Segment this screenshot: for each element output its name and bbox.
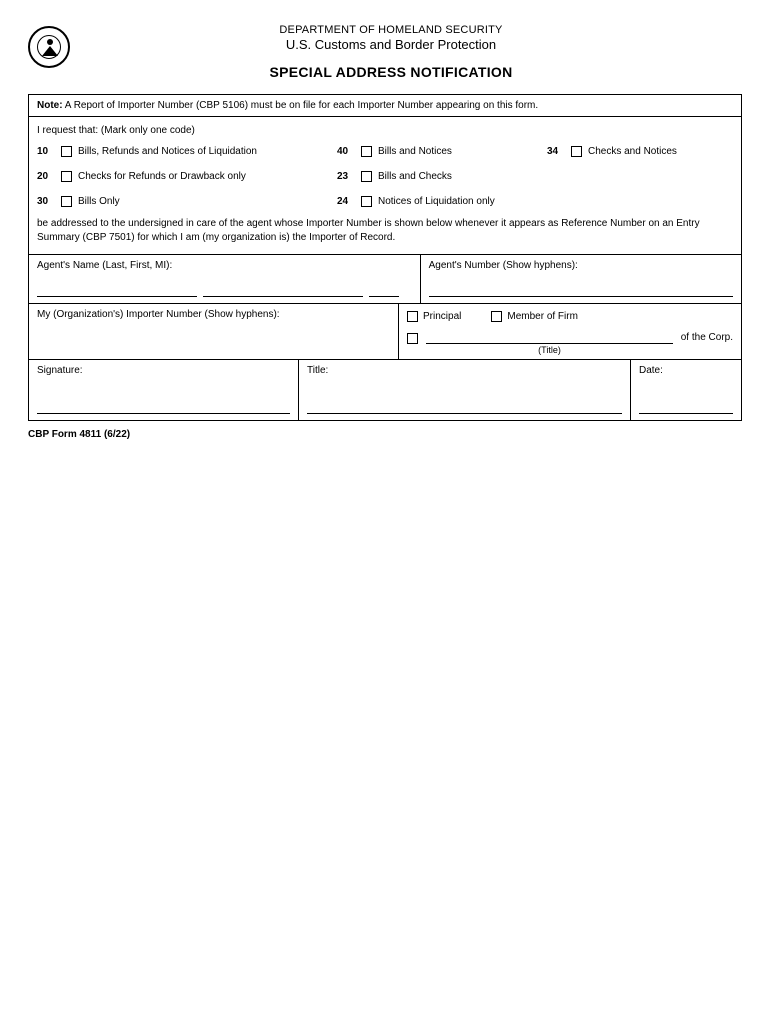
form-footer: CBP Form 4811 (6/22) (28, 429, 742, 440)
note-text: A Report of Importer Number (CBP 5106) m… (65, 100, 538, 111)
agent-name-cell: Agent's Name (Last, First, MI): (29, 255, 421, 303)
org-importer-cell: My (Organization's) Importer Number (Sho… (29, 304, 399, 359)
principal-option: Principal (407, 311, 461, 322)
agent-row: Agent's Name (Last, First, MI): Agent's … (29, 255, 741, 304)
code-20-label: Checks for Refunds or Drawback only (78, 171, 246, 182)
code-23-num: 23 (337, 171, 355, 182)
title-caption: (Title) (426, 345, 673, 355)
signature-cell: Signature: (29, 360, 299, 420)
date-label: Date: (639, 365, 733, 376)
checkbox-40[interactable] (361, 146, 372, 157)
checkbox-member-firm[interactable] (491, 311, 502, 322)
code-40: 40 Bills and Notices (337, 146, 547, 157)
member-firm-option: Member of Firm (491, 311, 578, 322)
agent-name-label: Agent's Name (Last, First, MI): (37, 260, 412, 271)
code-20-num: 20 (37, 171, 55, 182)
date-cell: Date: (631, 360, 741, 420)
code-24-num: 24 (337, 196, 355, 207)
address-text: be addressed to the undersigned in care … (37, 217, 733, 250)
department-name: DEPARTMENT OF HOMELAND SECURITY (82, 24, 700, 36)
checkbox-20[interactable] (61, 171, 72, 182)
org-row: My (Organization's) Importer Number (Sho… (29, 304, 741, 360)
of-corp-label: of the Corp. (681, 332, 733, 344)
member-firm-label: Member of Firm (507, 311, 578, 322)
signature-line[interactable] (37, 402, 290, 414)
date-line[interactable] (639, 402, 733, 414)
corp-title-row: of the Corp. (407, 332, 733, 344)
request-section: I request that: (Mark only one code) 10 … (29, 117, 741, 255)
title-label: Title: (307, 365, 622, 376)
code-40-label: Bills and Notices (378, 146, 452, 157)
agent-number-cell: Agent's Number (Show hyphens): (421, 255, 741, 303)
form-header: DEPARTMENT OF HOMELAND SECURITY U.S. Cus… (28, 24, 742, 80)
agent-number-line[interactable] (429, 285, 733, 297)
code-10: 10 Bills, Refunds and Notices of Liquida… (37, 146, 337, 157)
checkbox-10[interactable] (61, 146, 72, 157)
checkbox-34[interactable] (571, 146, 582, 157)
agent-number-label: Agent's Number (Show hyphens): (429, 260, 733, 271)
code-34: 34 Checks and Notices (547, 146, 747, 157)
agency-name: U.S. Customs and Border Protection (82, 37, 700, 52)
checkbox-principal[interactable] (407, 311, 418, 322)
checkbox-30[interactable] (61, 196, 72, 207)
code-10-num: 10 (37, 146, 55, 157)
agent-name-lines[interactable] (37, 285, 412, 297)
code-24: 24 Notices of Liquidation only (337, 196, 547, 207)
checkbox-corp[interactable] (407, 333, 418, 344)
code-23: 23 Bills and Checks (337, 171, 547, 182)
principal-label: Principal (423, 311, 461, 322)
code-30: 30 Bills Only (37, 196, 337, 207)
signature-label: Signature: (37, 365, 290, 376)
title-cell: Title: (299, 360, 631, 420)
form-container: Note: A Report of Importer Number (CBP 5… (28, 94, 742, 421)
header-text-block: DEPARTMENT OF HOMELAND SECURITY U.S. Cus… (82, 24, 700, 80)
dhs-seal-icon (28, 26, 70, 68)
note-label: Note: (37, 100, 63, 111)
checkbox-24[interactable] (361, 196, 372, 207)
request-intro: I request that: (Mark only one code) (37, 125, 733, 136)
title-line[interactable] (307, 402, 622, 414)
code-30-num: 30 (37, 196, 55, 207)
code-23-label: Bills and Checks (378, 171, 452, 182)
code-30-label: Bills Only (78, 196, 120, 207)
org-right-cell: Principal Member of Firm of the Corp. (T… (399, 304, 741, 359)
corp-title-line[interactable] (426, 332, 673, 344)
org-importer-label: My (Organization's) Importer Number (Sho… (37, 309, 390, 320)
code-grid: 10 Bills, Refunds and Notices of Liquida… (37, 146, 733, 207)
note-row: Note: A Report of Importer Number (CBP 5… (29, 95, 741, 117)
form-title: SPECIAL ADDRESS NOTIFICATION (82, 64, 700, 80)
code-34-num: 34 (547, 146, 565, 157)
signature-row: Signature: Title: Date: (29, 360, 741, 420)
code-20: 20 Checks for Refunds or Drawback only (37, 171, 337, 182)
code-40-num: 40 (337, 146, 355, 157)
checkbox-23[interactable] (361, 171, 372, 182)
code-10-label: Bills, Refunds and Notices of Liquidatio… (78, 146, 257, 157)
code-24-label: Notices of Liquidation only (378, 196, 495, 207)
code-34-label: Checks and Notices (588, 146, 677, 157)
